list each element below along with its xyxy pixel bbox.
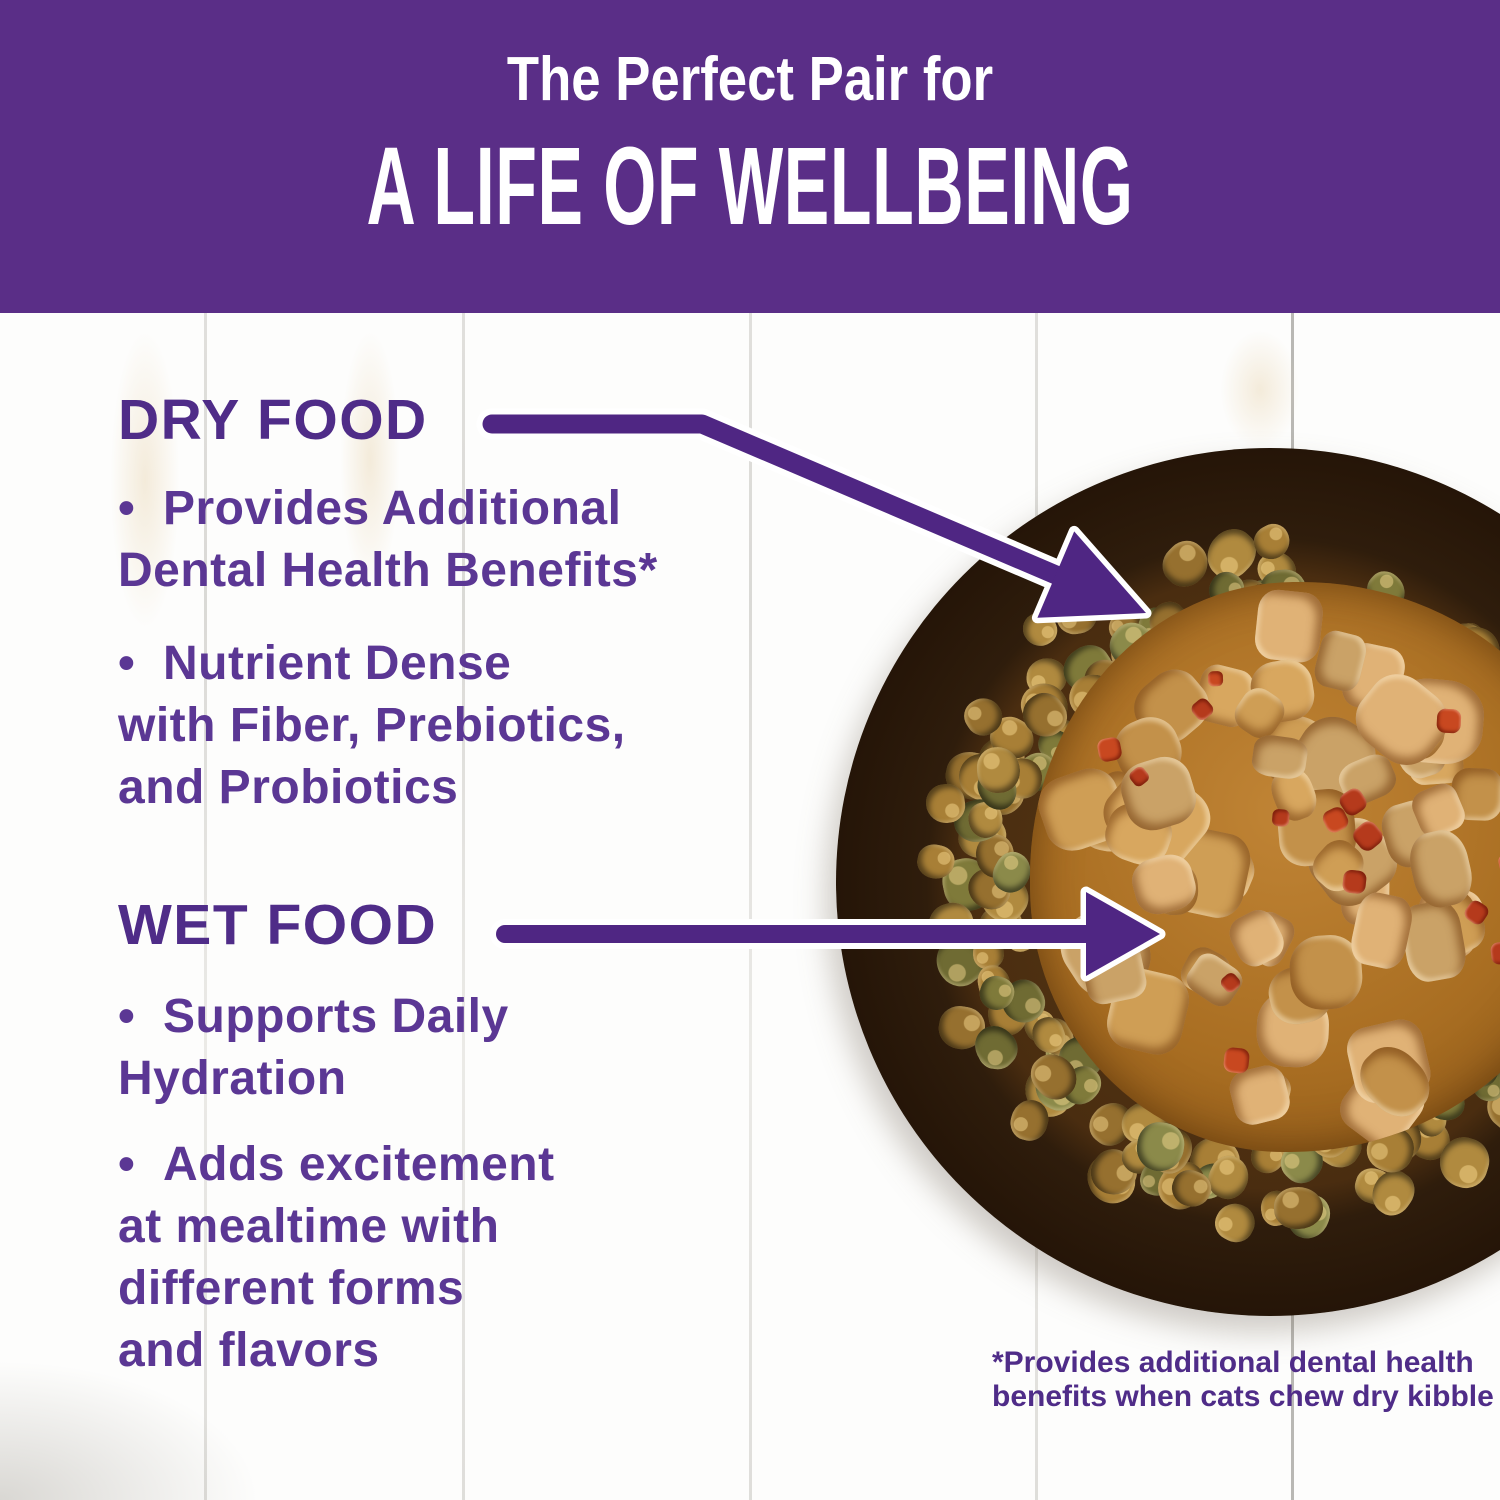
plank-seam	[462, 0, 465, 1500]
wet-food-heading: WET FOOD	[118, 893, 438, 957]
wood-streak	[1220, 330, 1300, 450]
corner-shadow	[0, 1360, 260, 1500]
dry-food-arrow-icon	[476, 408, 1152, 624]
dry-food-heading: DRY FOOD	[118, 388, 428, 452]
plank-seam	[204, 0, 207, 1500]
header-banner: The Perfect Pair for A LIFE OF WELLBEING	[0, 0, 1500, 313]
wet-food-bullet-hydration: • Supports Daily Hydration	[118, 990, 509, 1105]
banner-subtitle: The Perfect Pair for	[506, 45, 994, 114]
wet-food-arrow-icon	[490, 886, 1166, 982]
food-bowl-photo	[836, 448, 1500, 1316]
dry-food-bullet-nutrient: • Nutrient Dense with Fiber, Prebiotics,…	[118, 637, 626, 814]
dry-food-bullet-dental: • Provides Additional Dental Health Bene…	[118, 482, 658, 597]
wet-food-center	[1030, 582, 1500, 1152]
plank-seam	[749, 0, 752, 1500]
banner-title: A LIFE OF WELLBEING	[366, 125, 1134, 248]
footnote: *Provides additional dental health benef…	[992, 1346, 1494, 1413]
wood-streak	[340, 330, 400, 590]
wet-food-bullet-excitement: • Adds excitement at mealtime with diffe…	[118, 1138, 555, 1377]
wood-streak	[110, 330, 180, 630]
